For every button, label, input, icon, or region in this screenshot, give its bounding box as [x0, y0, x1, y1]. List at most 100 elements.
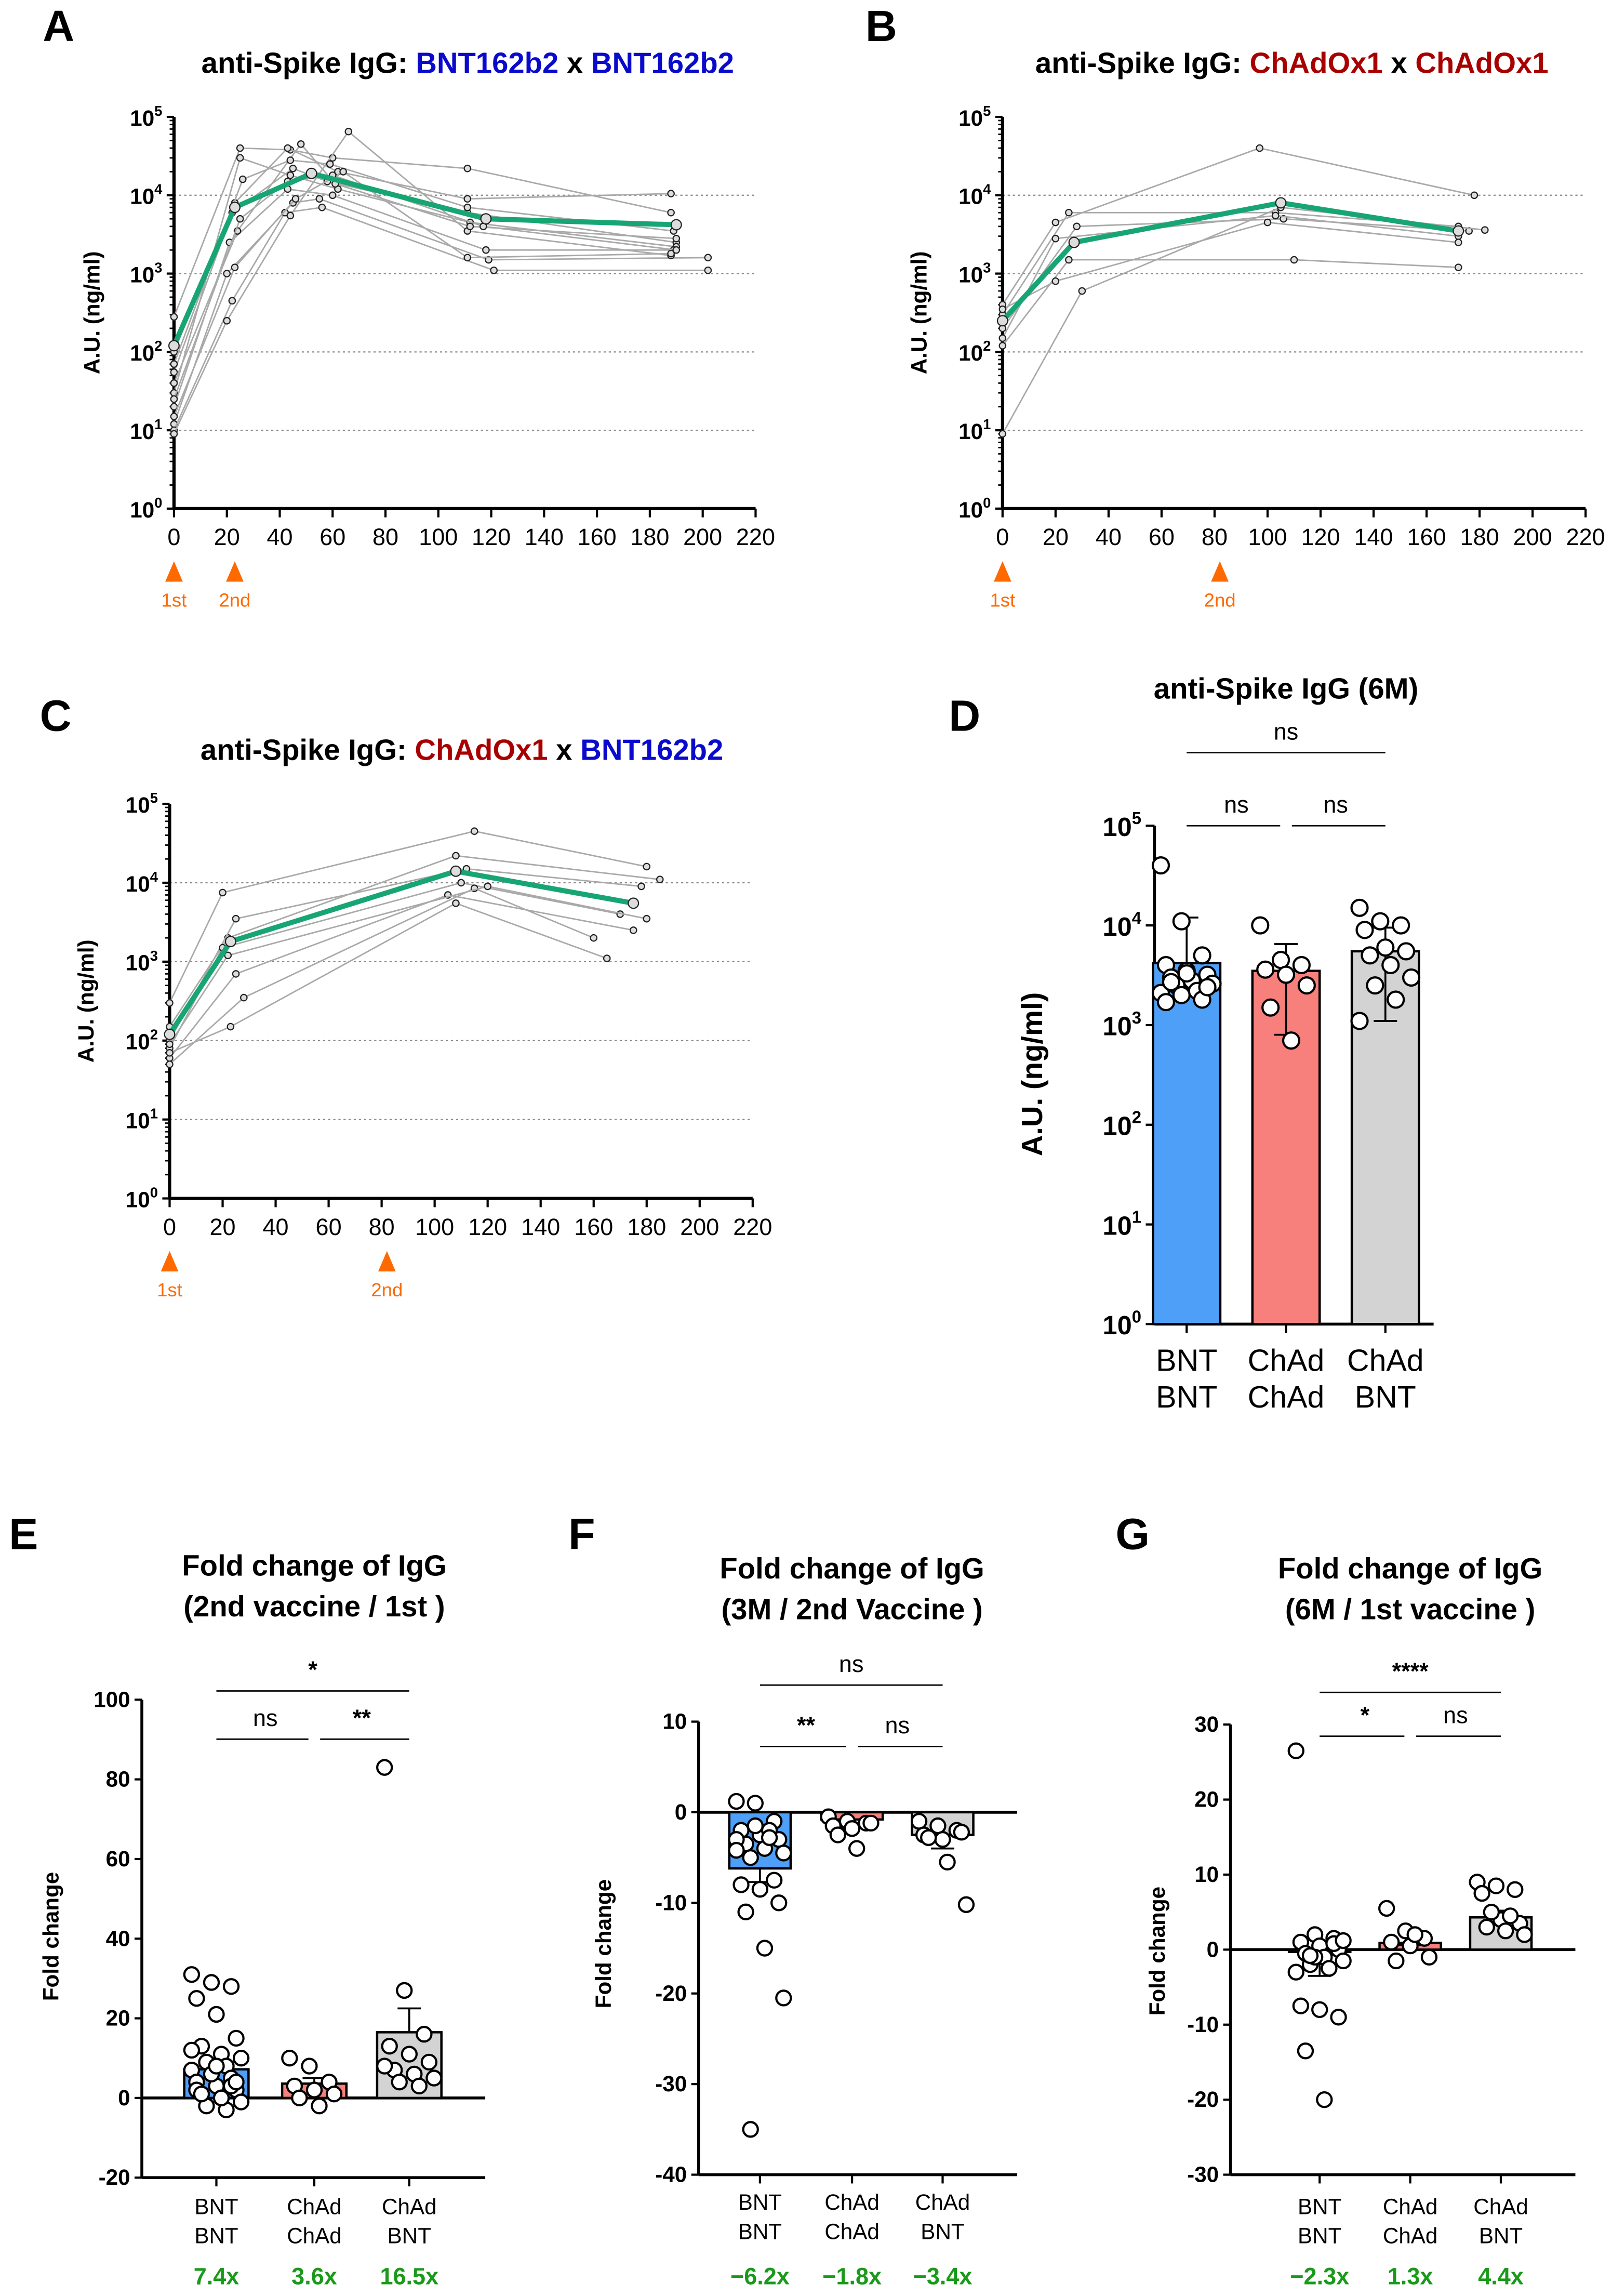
individual-point: [166, 999, 174, 1007]
individual-point: [463, 195, 472, 203]
individual-point: [1263, 218, 1272, 227]
category-label: BNT: [194, 2224, 238, 2248]
tick-label: 100: [1102, 1307, 1141, 1340]
individual-point: [166, 1049, 174, 1057]
individual-point: [1481, 226, 1489, 234]
title-part: anti-Spike IgG:: [201, 734, 415, 766]
data-point: [934, 1831, 951, 1848]
individual-point: [463, 164, 472, 172]
significance-label: ns: [839, 1651, 864, 1677]
data-point: [1198, 978, 1217, 997]
x-tick-label: 180: [1460, 524, 1499, 550]
x-tick-label: 80: [372, 524, 398, 550]
data-point: [1297, 2042, 1314, 2060]
individual-trace: [173, 174, 676, 400]
fold-change-label: 16.5x: [380, 2263, 438, 2289]
x-tick-label: 200: [1513, 524, 1552, 550]
x-tick-label: 0: [996, 524, 1009, 550]
x-tick-label: 20: [209, 1214, 235, 1240]
individual-point: [998, 430, 1007, 438]
title-part: BNT162b2: [591, 47, 734, 79]
individual-trace: [169, 855, 660, 1027]
data-point: [1397, 942, 1416, 961]
y-axis-label: Fold change: [591, 1879, 616, 2008]
tick-label: 102: [1102, 1108, 1141, 1141]
panel-letter: E: [9, 1510, 38, 1559]
data-point: [420, 2053, 438, 2071]
category-label: ChAd: [1383, 2224, 1438, 2248]
data-point: [1321, 1960, 1338, 1977]
title-part: x: [1383, 47, 1416, 79]
mean-point: [480, 213, 492, 225]
data-point: [1162, 973, 1180, 991]
individual-point: [223, 270, 231, 277]
tick-label: 100: [130, 495, 162, 522]
x-tick-label: 140: [525, 524, 564, 550]
data-point: [376, 2058, 393, 2075]
data-point: [1483, 1903, 1500, 1921]
data-point: [1366, 976, 1384, 995]
panel-letter: C: [40, 691, 72, 740]
fold-change-label: 4.4x: [1478, 2263, 1524, 2289]
panel-G: G Fold change of IgG (6M / 1st vaccine ) -3…: [1115, 1510, 1576, 2289]
category-label: BNT: [738, 2219, 782, 2244]
tick-label: 105: [958, 103, 991, 130]
chart-title: anti-Spike IgG: ChAdOx1 x BNT162b2: [201, 734, 724, 766]
panel-letter: F: [568, 1510, 595, 1559]
title-part: BNT162b2: [580, 734, 723, 766]
category-label: ChAd: [915, 2190, 970, 2214]
individual-point: [219, 888, 227, 897]
dose-label: 1st: [157, 1279, 182, 1300]
data-point: [281, 2050, 298, 2067]
y-tick-label: -40: [655, 2162, 687, 2187]
data-point: [1392, 916, 1410, 935]
y-tick-label: 10: [1194, 1862, 1219, 1887]
x-tick-label: 180: [627, 1214, 666, 1240]
title-part: ChAdOx1: [415, 734, 548, 766]
individual-point: [170, 413, 178, 420]
mean-point: [1068, 236, 1080, 248]
tick-label: 104: [958, 181, 991, 209]
y-tick-label: -30: [1187, 2162, 1219, 2187]
x-tick-label: 140: [1354, 524, 1393, 550]
individual-point: [236, 144, 244, 152]
panel-letter: D: [949, 691, 980, 740]
chart-title: (3M / 2nd Vaccine ): [721, 1593, 982, 1626]
data-point: [1282, 1031, 1301, 1050]
x-tick-label: 200: [680, 1214, 719, 1240]
data-point: [228, 2029, 245, 2047]
y-tick-label: -10: [655, 1890, 687, 1915]
data-point: [1151, 856, 1170, 875]
tick-label: 101: [130, 416, 162, 444]
chart-title: Fold change of IgG: [1278, 1552, 1542, 1585]
category-label: ChAd: [1473, 2194, 1528, 2219]
individual-trace: [169, 868, 642, 1041]
significance-label: *: [308, 1656, 317, 1683]
individual-point: [1065, 256, 1073, 264]
individual-trace: [169, 894, 634, 1059]
data-point: [1406, 1926, 1423, 1943]
tick-label: 102: [130, 338, 162, 365]
x-tick-label: 120: [472, 524, 511, 550]
data-point: [1330, 2009, 1347, 2026]
tick-label: 100: [958, 495, 991, 522]
y-tick-label: 40: [106, 1926, 130, 1950]
data-point: [416, 2026, 433, 2043]
chart-title: anti-Spike IgG (6M): [1154, 672, 1418, 705]
individual-trace: [173, 147, 671, 317]
data-point: [1473, 1884, 1490, 1902]
data-point: [775, 1989, 792, 2007]
data-point: [1361, 946, 1379, 965]
data-point: [737, 1903, 754, 1920]
x-tick-label: 20: [214, 524, 240, 550]
dose-label: 2nd: [371, 1279, 403, 1300]
individual-point: [170, 313, 178, 321]
individual-point: [232, 970, 240, 978]
category-label: BNT: [1355, 1380, 1416, 1414]
x-tick-label: 220: [736, 524, 775, 550]
y-tick-label: 30: [1194, 1712, 1219, 1736]
individual-point: [643, 862, 651, 871]
y-tick-label: 100: [94, 1687, 130, 1711]
data-point: [761, 1829, 778, 1846]
individual-point: [284, 144, 292, 152]
